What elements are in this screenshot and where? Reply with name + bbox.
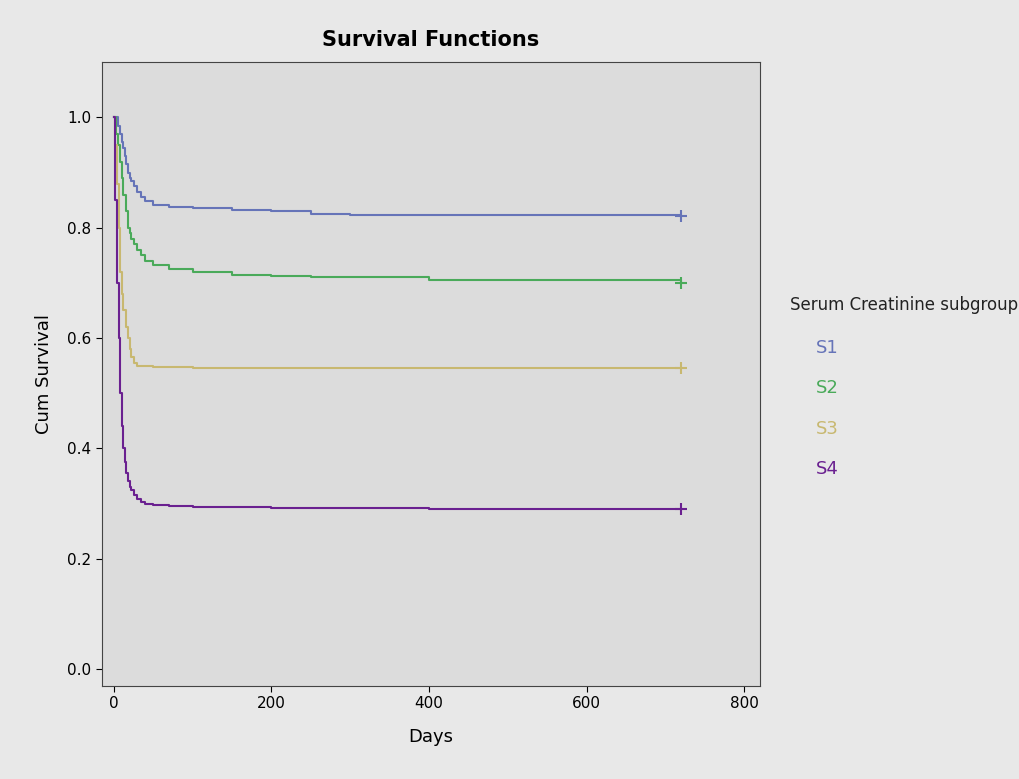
Title: Survival Functions: Survival Functions xyxy=(322,30,539,50)
Text: S3: S3 xyxy=(815,420,838,438)
Text: S1: S1 xyxy=(815,339,838,357)
Text: Serum Creatinine subgroup:: Serum Creatinine subgroup: xyxy=(790,296,1019,314)
X-axis label: Days: Days xyxy=(408,728,453,746)
Text: S2: S2 xyxy=(815,379,838,397)
Y-axis label: Cum Survival: Cum Survival xyxy=(36,314,53,434)
Text: S4: S4 xyxy=(815,460,838,478)
